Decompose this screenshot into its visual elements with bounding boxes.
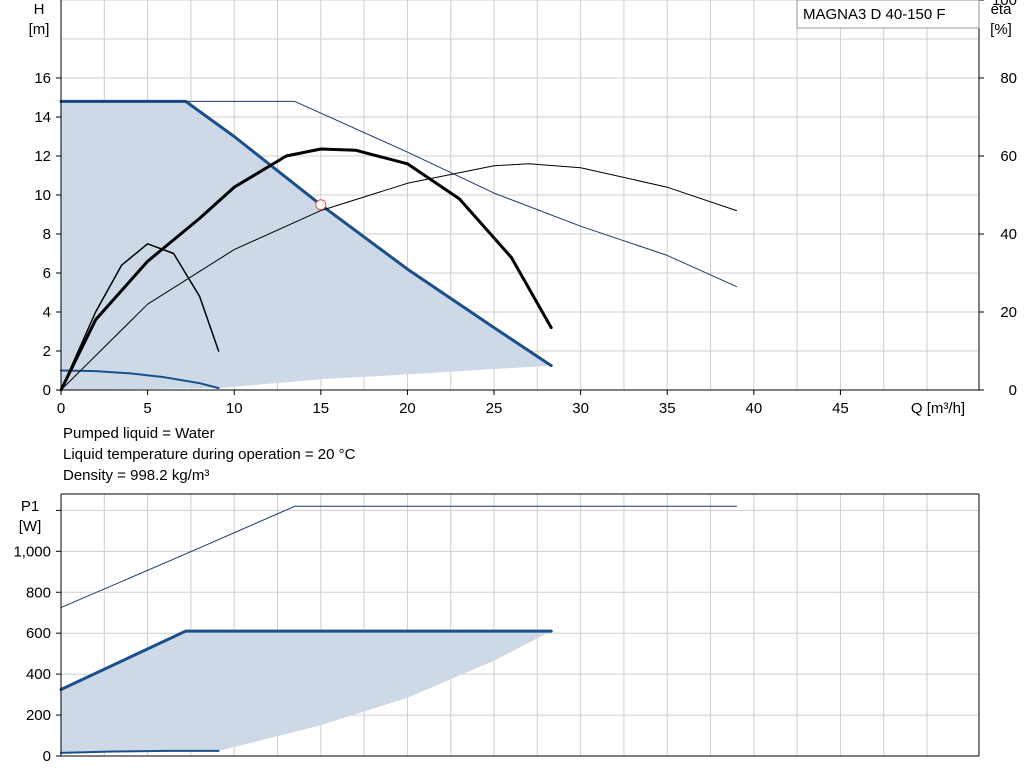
x-tick-label: 0 xyxy=(57,400,65,417)
head-chart-axes xyxy=(56,0,984,395)
p1-tick-label: 1,000 xyxy=(13,543,51,560)
h-tick-label: 2 xyxy=(43,343,51,360)
h-tick-label: 8 xyxy=(43,226,51,243)
eta-axis-label-line1: eta xyxy=(991,1,1013,18)
eta-twin-curve xyxy=(60,163,737,391)
h-tick-label: 6 xyxy=(43,265,51,282)
power-twin-curve xyxy=(60,505,737,609)
h-axis-label-line1: H xyxy=(34,1,45,18)
p1-tick-label: 200 xyxy=(26,707,51,724)
power-max-curve xyxy=(59,629,553,691)
eta-tick-label: 60 xyxy=(1000,148,1017,165)
h-tick-label: 14 xyxy=(34,109,51,126)
power-chart-series xyxy=(59,505,737,754)
eta-axis-tick-labels: 0 20 40 60 80 100 xyxy=(992,0,1017,399)
x-tick-label: 25 xyxy=(486,400,503,417)
p1-tick-label: 400 xyxy=(26,666,51,683)
x-axis-label: Q [m³/h] xyxy=(911,400,965,417)
eta-min-curve xyxy=(60,243,220,391)
operating-point-marker xyxy=(315,199,327,211)
p1-axis-tick-labels: 0 200 400 600 800 1,000 xyxy=(13,543,51,765)
eta-max-curve xyxy=(59,147,553,392)
x-tick-label: 10 xyxy=(226,400,243,417)
h-tick-label: 16 xyxy=(34,70,51,87)
head-min-curve xyxy=(60,369,220,390)
x-axis-tick-labels: 0 5 10 15 20 25 30 35 40 45 xyxy=(57,400,849,417)
density-note: Density = 998.2 kg/m³ xyxy=(63,467,210,484)
h-tick-label: 12 xyxy=(34,148,51,165)
eta-axis-label-line2: [%] xyxy=(990,21,1012,38)
h-axis-label-line2: [m] xyxy=(29,21,50,38)
liquid-temperature-note: Liquid temperature during operation = 20… xyxy=(63,446,356,463)
p1-axis-label-line1: P1 xyxy=(21,498,39,515)
eta-tick-label: 40 xyxy=(1000,226,1017,243)
x-tick-label: 20 xyxy=(399,400,416,417)
x-tick-label: 40 xyxy=(745,400,762,417)
h-tick-label: 10 xyxy=(34,187,51,204)
pump-title-box xyxy=(796,0,980,29)
h-tick-label: 4 xyxy=(43,304,51,321)
power-operating-area xyxy=(61,631,552,753)
pump-title: MAGNA3 D 40-150 F xyxy=(803,6,946,23)
head-efficiency-chart: 0 5 10 15 20 25 30 35 40 45 0 2 4 6 8 10 12 14 16 0 20 40 60… xyxy=(29,0,1017,417)
h-tick-label: 0 xyxy=(43,382,51,399)
pumped-liquid-note: Pumped liquid = Water xyxy=(63,425,215,442)
eta-tick-label: 100 xyxy=(992,0,1017,9)
x-tick-label: 30 xyxy=(572,400,589,417)
eta-tick-label: 80 xyxy=(1000,70,1017,87)
p1-tick-label: 800 xyxy=(26,584,51,601)
x-tick-label: 35 xyxy=(659,400,676,417)
x-tick-label: 15 xyxy=(312,400,329,417)
power-chart-axes xyxy=(56,493,980,757)
eta-tick-label: 20 xyxy=(1000,304,1017,321)
p1-tick-label: 0 xyxy=(43,748,51,765)
x-tick-label: 5 xyxy=(143,400,151,417)
head-operating-area xyxy=(61,101,552,391)
eta-tick-label: 0 xyxy=(1009,382,1017,399)
power-chart: 0 200 400 600 800 1,000 P1 [W] xyxy=(13,493,980,765)
h-axis-tick-labels: 0 2 4 6 8 10 12 14 16 xyxy=(34,70,51,399)
x-tick-label: 45 xyxy=(832,400,849,417)
head-max-twin-curve xyxy=(60,100,737,288)
p1-axis-label-line2: [W] xyxy=(19,518,42,535)
power-min-curve xyxy=(60,749,220,754)
p1-tick-label: 600 xyxy=(26,625,51,642)
